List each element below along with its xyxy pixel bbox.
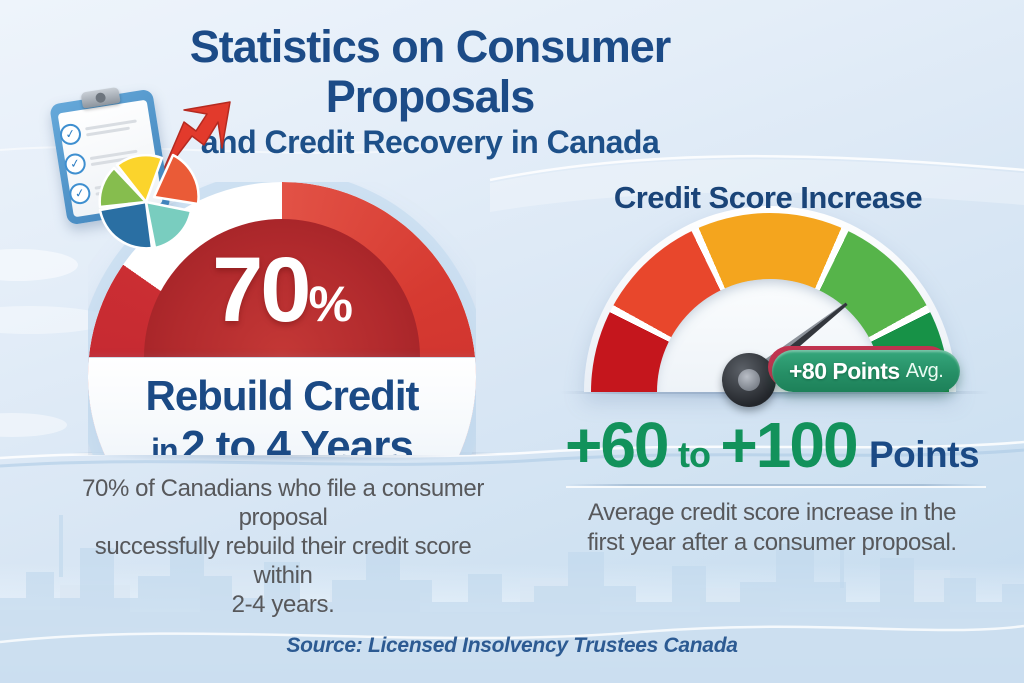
years-label: in 2 to 4 Years: [88, 422, 476, 455]
left-description-line: 2-4 years.: [231, 591, 335, 618]
points-range: +60 to +100 Points: [552, 408, 992, 482]
left-description-line: successfully rebuild their credit score …: [94, 533, 472, 589]
right-section-divider: [566, 484, 986, 486]
left-description-line: 70% of Canadians who file a consumer pro…: [82, 475, 484, 531]
rebuild-credit-gauge: 70% Rebuild Credit in 2 to 4 Years: [88, 182, 476, 455]
source-attribution: Source: Licensed Insolvency Trustees Can…: [286, 634, 738, 657]
percentage-value: 70%: [88, 238, 476, 343]
gauge-ground-line: [560, 391, 990, 394]
pie-chart-icon: [98, 153, 200, 250]
range-end: +100: [720, 409, 858, 481]
growth-arrow-icon: [159, 101, 231, 179]
checkmark-icon: ✓: [67, 181, 92, 206]
checkmark-icon: ✓: [58, 122, 83, 147]
range-connector: to: [677, 434, 711, 475]
page-title: Statistics on Consumer Proposals: [189, 21, 672, 122]
percent-sign: %: [308, 276, 352, 332]
years-label-prefix: in: [151, 432, 178, 455]
years-label-value: 2 to 4 Years: [181, 422, 414, 455]
page-subtitle: and Credit Recovery in Canada: [200, 124, 660, 160]
credit-score-increase-title: Credit Score Increase: [613, 180, 923, 215]
average-points-badge: +80 Points Avg.: [772, 350, 961, 392]
badge-value: +80 Points: [789, 357, 900, 384]
percentage-circle: 70% Rebuild Credit in 2 to 4 Years: [88, 182, 476, 455]
gauge-needle-hub: [722, 353, 776, 407]
badge-suffix: Avg.: [905, 359, 944, 382]
right-description-line: Average credit score increase in the: [587, 499, 957, 526]
rebuild-credit-label: Rebuild Credit: [145, 372, 419, 419]
circle-label-panel: Rebuild Credit in 2 to 4 Years: [88, 357, 476, 455]
right-description-line: first year after a consumer proposal.: [587, 529, 957, 556]
header: Statistics on Consumer Proposals and Cre…: [90, 22, 770, 160]
range-start: +60: [564, 409, 670, 481]
right-description: Average credit score increase in the fir…: [552, 498, 992, 558]
percent-number: 70: [212, 239, 311, 341]
left-description: 70% of Canadians who file a consumer pro…: [63, 474, 503, 619]
checkmark-icon: ✓: [63, 152, 88, 177]
range-unit: Points: [869, 434, 980, 475]
